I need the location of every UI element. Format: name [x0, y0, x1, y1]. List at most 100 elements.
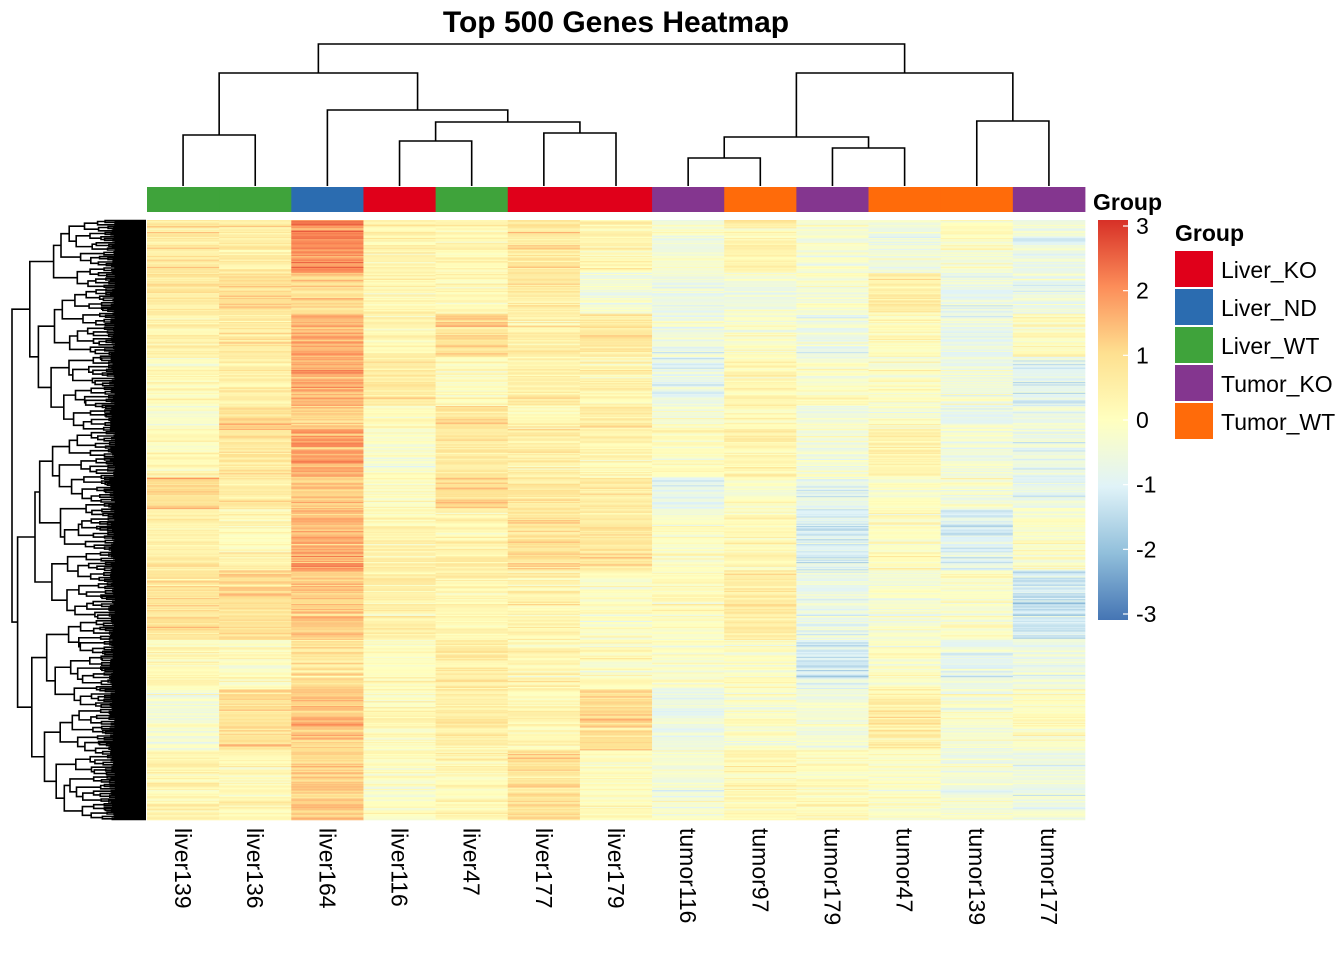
heatmap-cell — [291, 520, 364, 522]
heatmap-cell — [363, 385, 436, 388]
heatmap-cell — [291, 252, 364, 254]
heatmap-cell — [219, 233, 292, 235]
heatmap-cell — [363, 278, 436, 281]
heatmap-cell — [363, 484, 436, 486]
heatmap-cell — [291, 706, 364, 708]
heatmap-cell — [291, 713, 364, 715]
heatmap-cell — [291, 734, 364, 737]
heatmap-cell — [219, 805, 292, 808]
heatmap-cell — [291, 661, 364, 664]
heatmap-cell — [219, 536, 292, 539]
heatmap-cell — [435, 295, 509, 298]
heatmap-cell — [219, 730, 292, 732]
row-dendrogram-branch — [114, 253, 146, 257]
heatmap-cell — [363, 764, 436, 767]
heatmap-cell — [147, 269, 220, 271]
heatmap-cell — [219, 377, 292, 379]
heatmap-cell — [435, 298, 509, 300]
row-dendrogram-branch — [110, 659, 146, 662]
heatmap-cell — [219, 516, 292, 518]
heatmap-cell — [291, 521, 364, 523]
heatmap-cell — [291, 294, 364, 296]
row-dendrogram-branch — [61, 299, 83, 320]
heatmap-cell — [219, 659, 292, 661]
heatmap-cell — [147, 368, 220, 371]
annotation-cell-liver139 — [147, 187, 220, 212]
heatmap-cell — [363, 680, 436, 683]
heatmap-cell — [291, 570, 364, 572]
heatmap-cell — [219, 803, 292, 805]
heatmap-cell — [291, 233, 364, 235]
heatmap-cell — [291, 401, 364, 403]
heatmap-cell — [363, 282, 436, 284]
row-dendrogram-branch — [109, 410, 146, 414]
heatmap-cell — [363, 582, 436, 584]
heatmap-cell — [147, 344, 220, 347]
heatmap-cell — [291, 707, 364, 709]
heatmap-cell — [147, 546, 220, 548]
heatmap-cell — [147, 545, 220, 547]
heatmap-cell — [363, 814, 436, 816]
row-dendrogram-branch — [112, 345, 146, 349]
heatmap-cell — [291, 684, 364, 686]
heatmap-cell — [291, 618, 364, 620]
heatmap-cell — [363, 236, 436, 239]
heatmap-cell — [291, 584, 364, 587]
heatmap-cell — [219, 745, 292, 748]
row-dendrogram-branch — [110, 233, 146, 236]
heatmap-cell — [147, 610, 220, 612]
heatmap-cell — [219, 726, 292, 728]
heatmap-cell — [147, 541, 220, 544]
row-dendrogram-branch — [114, 266, 146, 270]
heatmap-cell — [363, 526, 436, 528]
heatmap-cell — [147, 458, 220, 461]
heatmap-cell — [147, 491, 220, 493]
heatmap-cell — [435, 277, 509, 280]
heatmap-cell — [219, 688, 292, 690]
heatmap-cell — [147, 709, 220, 712]
row-dendrogram-branch — [110, 632, 146, 636]
heatmap-cell — [219, 709, 292, 712]
heatmap-cell — [363, 472, 436, 474]
heatmap-cell — [363, 674, 436, 677]
heatmap-cell — [219, 326, 292, 329]
heatmap-cell — [219, 652, 292, 654]
heatmap-cell — [363, 518, 436, 521]
heatmap-cell — [219, 592, 292, 594]
heatmap-cell — [363, 689, 436, 691]
heatmap-cell — [219, 446, 292, 449]
heatmap-column-liver136 — [219, 220, 292, 821]
heatmap-cell — [219, 666, 292, 668]
heatmap-cell — [363, 570, 436, 572]
heatmap-cell — [219, 815, 292, 817]
heatmap-cell — [363, 742, 436, 744]
heatmap-cell — [219, 619, 292, 622]
heatmap-cell — [291, 572, 364, 575]
heatmap-cell — [219, 232, 292, 234]
heatmap-cell — [291, 472, 364, 474]
heatmap-cell — [147, 523, 220, 526]
heatmap-cell — [363, 662, 436, 665]
heatmap-cell — [147, 262, 220, 264]
heatmap-cell — [147, 406, 220, 408]
heatmap-cell — [219, 374, 292, 377]
heatmap-cell — [363, 728, 436, 731]
heatmap-cell — [147, 600, 220, 602]
row-dendrogram-branch — [111, 498, 146, 501]
heatmap-cell — [219, 732, 292, 734]
heatmap-cell — [147, 293, 220, 295]
heatmap-cell — [291, 599, 364, 601]
heatmap-cell — [363, 374, 436, 377]
heatmap-cell — [147, 366, 220, 368]
heatmap-cell — [363, 617, 436, 619]
heatmap-cell — [147, 292, 220, 294]
heatmap-cell — [363, 790, 436, 792]
row-dendrogram-branch — [112, 529, 146, 533]
heatmap-cell — [363, 785, 436, 787]
row-dendrogram-branch — [111, 229, 146, 233]
heatmap-cell — [147, 746, 220, 749]
heatmap-cell — [147, 715, 220, 718]
heatmap-cell — [291, 330, 364, 332]
heatmap-cell — [147, 505, 220, 508]
heatmap-cell — [219, 456, 292, 458]
